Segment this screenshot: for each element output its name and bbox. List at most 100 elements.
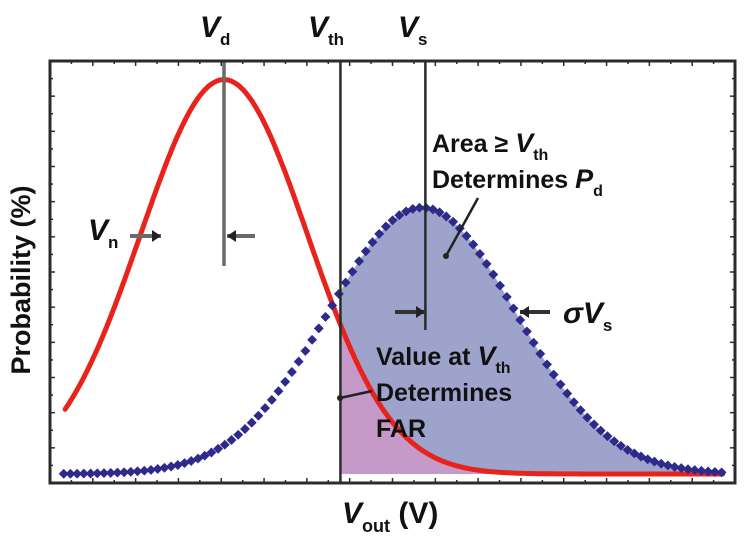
signal-marker xyxy=(441,211,452,222)
signal-marker xyxy=(548,369,559,380)
sigma-vs-label: σVs xyxy=(563,297,612,335)
vn-left-arrow-icon-head xyxy=(152,230,161,242)
signal-marker xyxy=(676,463,687,474)
area-callout-leader xyxy=(444,197,480,257)
signal-marker xyxy=(716,467,727,478)
signal-marker xyxy=(260,403,271,414)
signal-marker xyxy=(354,256,365,267)
vn-label: Vn xyxy=(88,214,118,252)
signal-marker xyxy=(589,419,599,430)
signal-marker xyxy=(656,458,667,469)
sigma-left-arrow-icon-head xyxy=(416,306,425,318)
sigma-right-arrow-icon-head xyxy=(520,306,529,318)
signal-marker xyxy=(481,258,492,269)
signal-marker xyxy=(233,429,244,440)
vs-label: Vs xyxy=(398,11,427,49)
signal-marker xyxy=(374,228,385,239)
noise-tail-fill xyxy=(340,324,725,474)
signal-marker xyxy=(515,315,526,325)
x-axis-label: Vout (V) xyxy=(342,497,438,536)
signal-marker xyxy=(313,323,324,334)
signal-marker xyxy=(528,337,539,348)
signal-marker xyxy=(602,431,613,442)
signal-marker xyxy=(293,356,304,367)
signal-marker xyxy=(286,367,297,377)
far-annotation-line1: Value at Vth xyxy=(376,341,511,377)
signal-marker xyxy=(159,462,170,473)
signal-marker xyxy=(709,467,720,477)
signal-marker xyxy=(575,405,586,416)
area-annotation-line1: Area ≥ Vth xyxy=(432,128,548,164)
signal-marker xyxy=(139,465,150,476)
signal-marker xyxy=(360,246,371,257)
signal-marker xyxy=(488,269,499,280)
signal-marker xyxy=(407,203,418,214)
signal-marker xyxy=(280,376,291,387)
signal-marker xyxy=(327,300,338,311)
signal-marker xyxy=(367,237,378,248)
signal-marker xyxy=(582,412,593,423)
signal-marker xyxy=(340,277,351,288)
plot-frame xyxy=(48,59,737,485)
signal-marker xyxy=(253,410,264,421)
signal-marker xyxy=(508,303,519,314)
signal-area-fill xyxy=(340,207,725,474)
vth-label: Vth xyxy=(308,11,344,49)
threshold-lines xyxy=(222,61,427,483)
signal-marker xyxy=(152,463,163,474)
signal-marker xyxy=(246,417,257,428)
signal-marker xyxy=(387,215,398,226)
signal-marker xyxy=(414,202,425,213)
annotation-arrows xyxy=(130,197,550,401)
signal-marker xyxy=(206,447,217,458)
signal-marker xyxy=(300,345,311,356)
signal-marker xyxy=(347,266,358,277)
signal-marker xyxy=(394,210,405,221)
shaded-regions xyxy=(340,207,725,474)
signal-marker xyxy=(240,424,250,434)
area-annotation-line2: Determines Pd xyxy=(432,164,603,200)
signal-marker xyxy=(226,435,237,445)
signal-marker xyxy=(474,248,485,259)
signal-marker xyxy=(521,326,532,337)
y-axis-label: Probability (%) xyxy=(6,185,36,374)
signal-marker xyxy=(448,216,459,227)
vn-right-arrow-icon-head xyxy=(227,230,236,242)
far-callout-dot xyxy=(337,395,343,401)
signal-marker xyxy=(468,239,479,250)
signal-marker xyxy=(495,280,505,291)
signal-marker xyxy=(125,466,136,477)
signal-marker xyxy=(380,221,391,232)
signal-marker xyxy=(166,461,177,472)
signal-marker xyxy=(555,379,566,390)
signal-marker xyxy=(662,460,673,471)
signal-marker xyxy=(535,348,546,359)
signal-marker xyxy=(199,450,210,461)
far-annotation-line3: FAR xyxy=(376,415,426,443)
signal-marker xyxy=(461,231,472,241)
signal-marker xyxy=(615,440,626,451)
signal-marker xyxy=(689,465,700,476)
signal-marker xyxy=(273,386,284,397)
signal-marker xyxy=(542,359,552,370)
signal-marker xyxy=(669,461,680,472)
signal-marker xyxy=(434,207,445,218)
signal-marker xyxy=(307,334,318,345)
signal-marker xyxy=(320,311,331,322)
signal-marker xyxy=(609,436,620,447)
signal-marker xyxy=(132,466,143,477)
signal-marker xyxy=(595,425,606,436)
signal-marker xyxy=(266,394,277,405)
noise-curve xyxy=(62,77,726,477)
signal-marker xyxy=(501,291,512,302)
signal-marker xyxy=(562,388,573,399)
far-annotation-line2: Determines xyxy=(376,379,512,407)
vd-label: Vd xyxy=(200,11,230,49)
signal-marker xyxy=(683,464,693,475)
area-callout-dot xyxy=(443,253,449,259)
signal-marker xyxy=(213,443,224,454)
signal-marker xyxy=(146,464,156,475)
signal-marker xyxy=(703,466,714,477)
signal-marker xyxy=(696,465,707,476)
